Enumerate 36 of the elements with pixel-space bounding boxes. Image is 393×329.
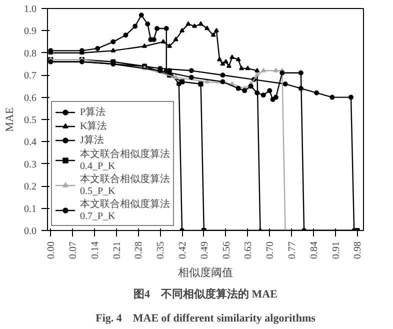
x-tick-label: 0.35	[156, 242, 167, 259]
legend-label: 本文联合相似度算法0.5_P_K	[80, 172, 170, 197]
x-tick-label: 0.56	[221, 242, 232, 259]
x-tick-label: 0.28	[134, 242, 145, 259]
text: Fig. 4 MAE of different similarity algorithms	[96, 312, 316, 324]
x-tick-label: 0.84	[308, 242, 320, 259]
legend-label: P算法	[80, 106, 106, 119]
y-tick-label: 0.2	[24, 182, 36, 193]
y-axis-title: MAE	[4, 106, 16, 132]
y-tick-label: 0.6	[24, 92, 36, 104]
y-tick-label: 0.3	[24, 159, 36, 170]
y-tick-label: 0.4	[24, 137, 36, 148]
legend-label: J算法	[80, 134, 104, 147]
x-tick-label: 0.63	[243, 242, 254, 259]
x-tick-label: 0.49	[199, 242, 210, 259]
x-tick-label: 0.91	[330, 242, 342, 259]
y-tick-label: 0.9	[24, 26, 36, 38]
x-tick-label: 0.14	[90, 242, 101, 259]
y-tick-label: 0.5	[24, 115, 36, 126]
y-tick-label: 0.8	[24, 48, 36, 60]
legend-label: K算法	[80, 120, 108, 133]
legend-label: 本文联合相似度算法0.7_P_K	[80, 198, 170, 222]
y-tick-label: 1.0	[24, 4, 36, 15]
x-tick-label: 0.98	[352, 242, 364, 259]
text: 图4 不同相似度算法的 MAE	[134, 288, 278, 300]
x-tick-label: 0.42	[178, 242, 189, 259]
x-tick-label: 0.77	[287, 242, 298, 259]
x-tick-label: 0.00	[46, 242, 58, 259]
x-axis-title: 相似度阈值	[178, 266, 233, 279]
y-tick-label: 0.1	[24, 204, 36, 215]
y-tick-label: 0.7	[24, 70, 36, 82]
x-tick-label: 0.70	[265, 242, 276, 259]
y-tick-label: 0.0	[24, 226, 36, 237]
x-tick-label: 0.21	[112, 242, 123, 259]
x-tick-label: 0.07	[68, 242, 80, 259]
legend-label: 本文联合相似度算法0.4_P_K	[80, 148, 170, 172]
